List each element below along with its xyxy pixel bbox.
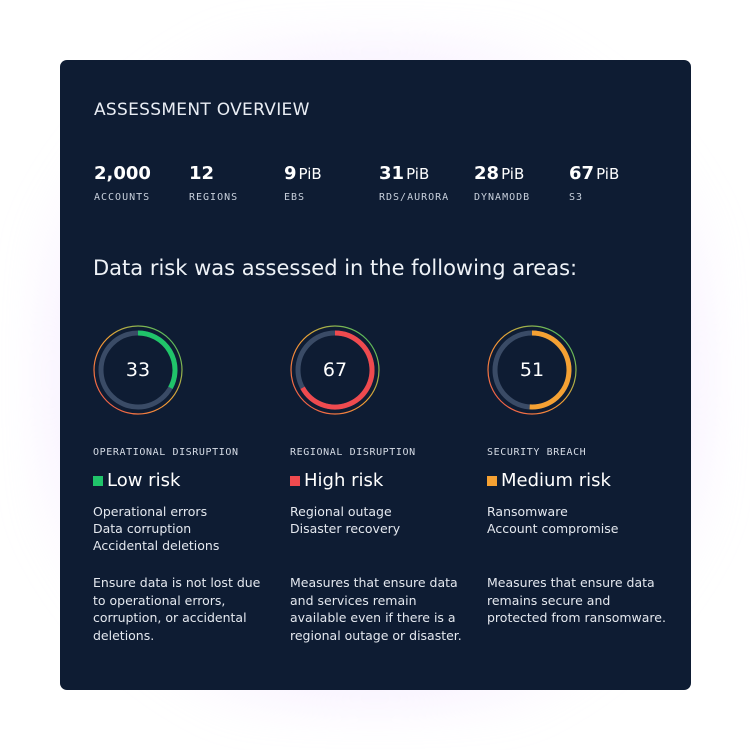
risk-score: 51 [519, 359, 545, 381]
area-label: REGIONAL DISRUPTION [290, 447, 416, 458]
risk-swatch-icon [93, 475, 103, 486]
risk-item: Ransomware [487, 504, 568, 519]
area-label: OPERATIONAL DISRUPTION [93, 447, 239, 458]
risk-items: Regional outage Disaster recovery [290, 503, 487, 561]
gauge-outer-ring [290, 325, 380, 415]
risk-level: Medium risk [487, 470, 684, 491]
risk-areas: 33 OPERATIONAL DISRUPTION Low risk Opera… [93, 325, 684, 644]
stat-rds-aurora: 31 PiB RDS/AURORA [379, 163, 474, 203]
risk-items: Operational errors Data corruption Accid… [93, 503, 290, 561]
stat-value: 2,000 [94, 163, 151, 184]
risk-items: Ransomware Account compromise [487, 503, 684, 561]
area-description: Ensure data is not lost due to operation… [93, 575, 261, 643]
risk-level: High risk [290, 470, 487, 491]
stats-row: 2,000 ACCOUNTS 12 REGIONS 9 PiB EBS 31 PiB… [94, 163, 664, 203]
risk-swatch-icon [290, 475, 300, 486]
risk-level-text: Medium risk [501, 470, 611, 491]
stat-label: REGIONS [189, 192, 239, 203]
gauge-value-arc [529, 330, 572, 410]
gauge-outer-ring [93, 325, 183, 415]
stat-s3: 67 PiB S3 [569, 163, 664, 203]
stat-accounts: 2,000 ACCOUNTS [94, 163, 189, 203]
risk-score: 67 [322, 359, 348, 381]
stat-value: 31 PiB [379, 163, 430, 184]
area-operational-disruption: 33 OPERATIONAL DISRUPTION Low risk Opera… [93, 325, 290, 644]
stat-regions: 12 REGIONS [189, 163, 284, 203]
stat-label: RDS/AURORA [379, 192, 450, 203]
stat-value: 67 PiB [569, 163, 620, 184]
risk-score-gauge [93, 325, 183, 415]
risk-score: 33 [125, 359, 151, 381]
risk-level: Low risk [93, 470, 290, 491]
stat-label: EBS [284, 192, 306, 203]
area-regional-disruption: 67 REGIONAL DISRUPTION High risk Regiona… [290, 325, 487, 644]
risk-level-text: High risk [304, 470, 384, 491]
stat-label: S3 [569, 192, 584, 203]
risk-item: Disaster recovery [290, 521, 401, 536]
area-description: Measures that ensure data remains secure… [487, 575, 666, 625]
risk-level-text: Low risk [107, 470, 181, 491]
section-headline: Data risk was assessed in the following … [93, 256, 578, 280]
stat-label: DYNAMODB [474, 192, 531, 203]
risk-item: Data corruption [93, 521, 192, 536]
stat-label: ACCOUNTS [94, 192, 151, 203]
risk-item: Account compromise [487, 521, 619, 536]
risk-item: Accidental deletions [93, 538, 220, 553]
gauge-outer-ring [487, 325, 577, 415]
risk-item: Regional outage [290, 504, 392, 519]
gauge-value-arc [300, 330, 375, 410]
area-label: SECURITY BREACH [487, 447, 587, 458]
stat-value: 12 [189, 163, 215, 184]
gauge-value-arc [137, 330, 178, 390]
risk-score-gauge [290, 325, 380, 415]
area-description: Measures that ensure data and services r… [290, 575, 462, 643]
stat-value: 28 PiB [474, 163, 525, 184]
stat-value: 9 PiB [284, 163, 322, 184]
stat-dynamodb: 28 PiB DYNAMODB [474, 163, 569, 203]
risk-swatch-icon [487, 475, 497, 486]
stat-ebs: 9 PiB EBS [284, 163, 379, 203]
assessment-card: ASSESSMENT OVERVIEW 2,000 ACCOUNTS 12 RE… [60, 60, 691, 690]
card-title: ASSESSMENT OVERVIEW [94, 100, 310, 120]
risk-item: Operational errors [93, 504, 208, 519]
area-security-breach: 51 SECURITY BREACH Medium risk Ransomwar… [487, 325, 684, 644]
risk-score-gauge [487, 325, 577, 415]
